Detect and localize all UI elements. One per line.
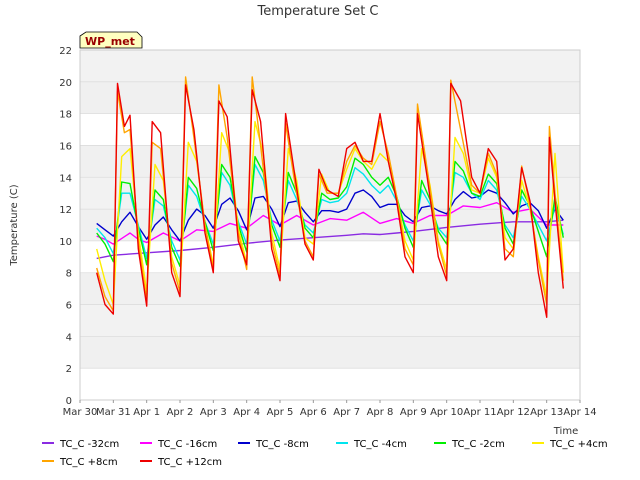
legend-label: TC_C -2cm — [451, 439, 505, 450]
legend-label: TC_C +4cm — [549, 439, 608, 450]
legend-item: TC_C -32cm — [42, 439, 119, 450]
station-badge: WP_met — [79, 31, 143, 49]
chart-title: Temperature Set C — [256, 4, 378, 19]
background-band — [80, 113, 580, 146]
background-band-shaded — [80, 336, 580, 369]
y-tick-label: 2 — [66, 364, 72, 375]
series-line-tcc-16cm — [96, 202, 564, 245]
legend: TC_C -32cm TC_C -16cm TC_C -8cm TC_C -4cm TC… — [42, 439, 608, 468]
x-tick-label: Apr 7 — [333, 407, 360, 418]
y-tick-label: 20 — [59, 78, 72, 89]
legend-label: TC_C -32cm — [59, 439, 119, 450]
legend-label: TC_C -8cm — [255, 439, 309, 450]
x-tick-label: Apr 12 — [497, 407, 530, 418]
series-line-tcc-32cm — [96, 219, 564, 260]
y-axis-label: Temperature (C) — [9, 184, 20, 266]
y-tick-label: 4 — [66, 332, 72, 343]
series-line-tcc+12cm — [96, 82, 564, 318]
series-line-tcc-2cm — [96, 155, 564, 268]
y-tick-label: 0 — [66, 396, 72, 407]
x-tick-label: Apr 14 — [563, 407, 596, 418]
y-tick-label: 14 — [59, 173, 72, 184]
badge-text: WP_met — [85, 35, 135, 48]
legend-item: TC_C -2cm — [434, 439, 505, 450]
background-band — [80, 368, 580, 400]
legend-item: TC_C +8cm — [42, 457, 118, 468]
background-band — [80, 50, 580, 82]
background-band-shaded — [80, 209, 580, 241]
x-tick-label: Mar 30 — [63, 407, 98, 418]
x-tick-label: Apr 9 — [400, 407, 427, 418]
y-tick-label: 22 — [59, 46, 72, 57]
y-tick-label: 8 — [66, 269, 72, 280]
x-tick-label: Apr 6 — [300, 407, 327, 418]
background-band-shaded — [80, 81, 580, 114]
background-band-shaded — [80, 272, 580, 305]
badge-box — [79, 31, 143, 49]
y-tick-label: 10 — [59, 237, 72, 248]
legend-item: TC_C +4cm — [532, 439, 608, 450]
y-tick-label: 6 — [66, 301, 72, 312]
y-tick-label: 18 — [59, 110, 72, 121]
legend-item: TC_C +12cm — [140, 457, 222, 468]
x-axis-label: Time — [553, 426, 578, 437]
x-tick-label: Apr 1 — [133, 407, 160, 418]
x-tick-label: Apr 10 — [430, 407, 463, 418]
y-tick-labels: 0 2 4 6 8 10 12 14 16 18 20 22 — [59, 46, 72, 407]
x-tick-label: Apr 2 — [167, 407, 194, 418]
y-tick-label: 16 — [59, 141, 72, 152]
background-band — [80, 304, 580, 337]
x-tick-label: Apr 11 — [463, 407, 496, 418]
x-tick-label: Apr 8 — [367, 407, 394, 418]
legend-label: TC_C +12cm — [157, 457, 222, 468]
legend-item: TC_C -4cm — [336, 439, 407, 450]
x-tick-label: Apr 4 — [233, 407, 260, 418]
series-line-tcc-4cm — [96, 163, 564, 261]
y-tick-label: 12 — [59, 205, 72, 216]
x-tick-label: Apr 3 — [200, 407, 227, 418]
background-band — [80, 240, 580, 273]
legend-label: TC_C -4cm — [353, 439, 407, 450]
series-layer — [96, 76, 564, 318]
x-tick-label: Mar 31 — [96, 407, 131, 418]
legend-item: TC_C -16cm — [140, 439, 217, 450]
legend-label: TC_C -16cm — [157, 439, 217, 450]
series-line-tcc-8cm — [96, 189, 564, 242]
legend-item: TC_C -8cm — [238, 439, 309, 450]
plot-frame — [79, 49, 581, 401]
legend-label: TC_C +8cm — [59, 457, 118, 468]
x-tick-label: Apr 13 — [530, 407, 563, 418]
x-tick-label: Apr 5 — [267, 407, 294, 418]
